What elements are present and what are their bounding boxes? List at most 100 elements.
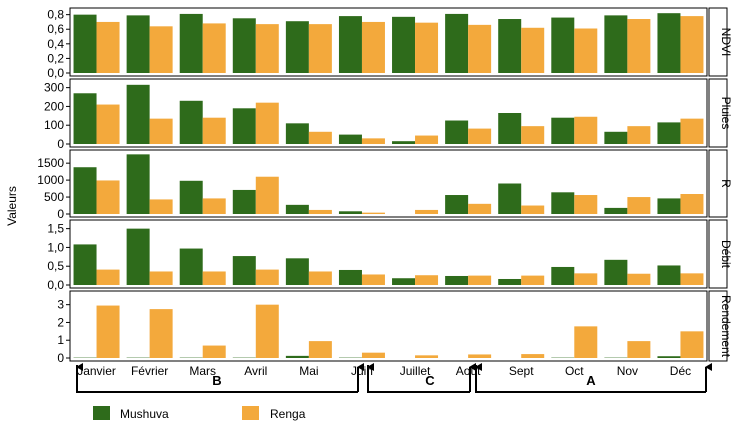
bar-renga [149,118,173,144]
bar-renga [521,27,545,73]
x-tick-label: Février [131,364,168,378]
bar-renga [468,354,492,358]
x-tick-label: Oct [565,364,584,378]
bar-mushuva [657,198,681,214]
bar-mushuva [445,275,469,285]
y-tick-label: 3 [57,298,64,312]
x-tick-label: Nov [617,364,638,378]
x-tick-label: Mars [189,364,216,378]
bar-renga [149,271,173,285]
bar-renga [255,304,279,358]
bar-renga [468,203,492,214]
bar-renga [521,275,545,285]
bar-mushuva [392,141,416,144]
bar-mushuva [498,19,522,73]
bar-mushuva [179,180,203,214]
y-tick-label: 0,0 [47,278,64,292]
y-tick-label: 1,5 [47,222,64,236]
x-tick-label: Juin [351,364,373,378]
bar-renga [468,275,492,285]
bar-renga [255,102,279,144]
bar-mushuva [551,17,575,73]
bar-mushuva [338,134,362,144]
bar-mushuva [179,100,203,144]
panel-pluies: 0 100 200 300 Pluies [44,78,733,151]
bar-renga [574,326,598,358]
y-tick-label: 1 [57,333,64,347]
period-label: C [425,373,435,388]
panel-ndvi: 0,00,20,40,60,8 NDVI [47,7,733,80]
bar-renga [627,126,651,144]
panel-frame [69,7,708,77]
legend-swatch [242,406,259,420]
bar-mushuva [126,154,150,214]
period-label: B [212,373,221,388]
panel-strip [708,290,728,362]
bar-renga [574,273,598,285]
panel-strip-label: Débit [719,240,733,269]
bar-renga [468,128,492,144]
bar-renga [361,274,385,285]
bar-renga [415,209,439,214]
bar-renga [415,355,439,358]
panel-frame [69,149,708,218]
bar-renga [308,341,332,358]
y-tick-label: 0,2 [47,51,64,65]
bar-renga [96,21,120,73]
bar-mushuva [445,120,469,144]
panel-frame [69,219,708,289]
bar-mushuva [657,13,681,73]
bar-renga [574,195,598,214]
y-tick-label: 0,4 [47,37,64,51]
bar-renga [202,117,226,144]
bar-mushuva [498,113,522,144]
period-label: A [586,373,596,388]
bar-renga [574,116,598,144]
bar-renga [202,345,226,358]
bar-mushuva [232,189,256,214]
bar-renga [361,212,385,214]
y-tick-label: 1000 [37,173,64,187]
bar-renga [308,271,332,285]
bar-renga [521,205,545,214]
bar-renga [680,194,704,214]
bar-renga [415,22,439,74]
x-tick-label: Août [456,364,481,378]
bar-mushuva [604,207,628,214]
bar-mushuva [498,278,522,285]
legend-label: Mushuva [120,407,169,421]
y-tick-label: 1,0 [47,240,64,254]
legend-label: Renga [270,407,306,421]
bar-mushuva [498,183,522,214]
panel-strip-label: R [719,179,733,188]
bar-renga [415,275,439,285]
bar-mushuva [126,15,150,73]
panel-frame [69,290,708,362]
panels-group: 0,00,20,40,60,8NDVI0100200300Pluies05001… [37,7,733,365]
bar-renga [521,126,545,144]
bar-renga [96,305,120,358]
bar-mushuva [126,84,150,144]
bar-renga [468,24,492,73]
bar-mushuva [73,93,97,144]
bar-mushuva [285,258,309,285]
bar-mushuva [392,16,416,73]
bar-renga [680,273,704,285]
bar-mushuva [73,167,97,214]
bar-renga [308,209,332,214]
bar-renga [574,28,598,73]
panel-strip-label: NDVI [719,28,733,57]
bar-renga [627,341,651,358]
y-tick-label: 0 [57,207,64,221]
x-axis: Janvier Février Mars Avril Mai Juin Juillet Aoû… [77,364,691,378]
bar-mushuva [73,244,97,285]
bar-mushuva [285,204,309,214]
bar-renga [149,199,173,214]
y-tick-label: 100 [44,118,64,132]
bar-renga [415,135,439,144]
bar-renga [202,271,226,285]
x-tick-label: Avril [244,364,267,378]
bar-mushuva [126,228,150,285]
bar-mushuva [232,18,256,73]
